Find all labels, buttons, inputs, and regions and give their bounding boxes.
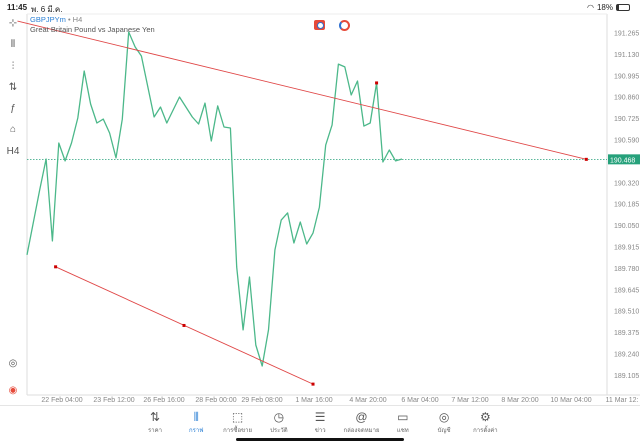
status-time: 11:45 [7, 3, 28, 12]
nav-quotes[interactable]: ⇅ ราคา [130, 409, 180, 435]
y-tick-label: 189.375 [614, 330, 639, 337]
y-tick-label: 189.510 [614, 309, 639, 316]
trendline-handle [54, 265, 58, 269]
settings-icon: ⚙ [480, 410, 491, 424]
y-tick-label: 190.185 [614, 202, 639, 209]
wifi-icon: ◠ [587, 3, 594, 12]
candlestick-icon[interactable]: ⫴ [10, 39, 16, 50]
bottom-nav: ⇅ ราคา ⫴ กราฟ ⬚ การซื้อขาย ◷ ประวัติ ☰ ข่าว @ กล่อง… [0, 405, 640, 447]
price-chart[interactable]: 191.265 191.130 190.995 190.860 190.725 190.5… [0, 0, 640, 405]
trade-icon: ⬚ [231, 410, 244, 424]
nav-label: บัญชี [437, 428, 451, 434]
status-date: พ. 6 มี.ค. [31, 5, 63, 14]
signal-icon[interactable] [339, 20, 350, 31]
x-tick-label: 23 Feb 12:00 [93, 397, 134, 404]
status-bar: 11:45 พ. 6 มี.ค. ◠ 18% [0, 0, 640, 14]
x-tick-label: 29 Feb 08:00 [241, 397, 282, 404]
y-tick-label: 189.105 [614, 373, 639, 380]
trendline-handle [182, 323, 186, 327]
nav-history[interactable]: ◷ ประวัติ [254, 409, 304, 435]
y-tick-label: 190.320 [614, 180, 639, 187]
indicators-icon[interactable]: ⫶ [11, 61, 15, 72]
nav-settings[interactable]: ⚙ การตั้งค่า [460, 409, 510, 435]
x-tick-label: 26 Feb 16:00 [143, 397, 184, 404]
x-tick-label: 22 Feb 04:00 [41, 397, 82, 404]
y-tick-label: 189.240 [614, 352, 639, 359]
trendline [17, 20, 587, 160]
symbol-info[interactable]: GBPJPYm • H4 Great Britain Pound vs Japa… [30, 15, 155, 35]
y-tick-label: 190.725 [614, 116, 639, 123]
home-indicator [236, 438, 404, 441]
left-toolbar: ⊹ ⫴ ⫶ ⇅ ƒ ⌂ H4 ◎ ◉ [0, 14, 27, 404]
price-line-series [26, 31, 403, 367]
app-logo-icon[interactable]: ◉ [8, 385, 18, 396]
x-tick-label: 6 Mar 04:00 [401, 397, 438, 404]
y-tick-label: 191.265 [614, 31, 639, 38]
y-tick-label: 189.780 [614, 266, 639, 273]
nav-label: ประวัติ [270, 428, 288, 434]
x-tick-label: 28 Feb 00:00 [195, 397, 236, 404]
battery-icon [616, 4, 630, 11]
nav-mailbox[interactable]: @ กล่องจดหมาย [337, 409, 387, 435]
x-tick-label: 7 Mar 12:00 [451, 397, 488, 404]
trendline-handle [584, 157, 588, 161]
nav-account[interactable]: ◎ บัญชี [419, 409, 469, 435]
x-tick-label: 4 Mar 20:00 [349, 397, 386, 404]
chart-zoom-icon[interactable]: ◎ [8, 358, 18, 369]
symbol-description: Great Britain Pound vs Japanese Yen [30, 25, 155, 34]
x-tick-label: 1 Mar 16:00 [295, 397, 332, 404]
nav-trade[interactable]: ⬚ การซื้อขาย [213, 409, 263, 435]
y-tick-label: 191.130 [614, 52, 639, 59]
y-tick-label: 190.590 [614, 138, 639, 145]
symbol-separator: • [67, 15, 71, 24]
y-tick-label: 189.645 [614, 287, 639, 294]
history-icon: ◷ [273, 410, 285, 424]
nav-label: ราคา [148, 428, 162, 434]
quotes-icon: ⇅ [149, 410, 161, 424]
timeframe-icon[interactable]: H4 [6, 146, 20, 157]
x-tick-label: 10 Mar 04:00 [550, 397, 591, 404]
nav-label: แชท [396, 428, 409, 434]
trendline-handle [375, 81, 379, 85]
chart-icon: ⫴ [193, 410, 199, 424]
y-tick-label: 190.860 [614, 95, 639, 102]
one-click-trading-icon[interactable] [314, 20, 325, 30]
mailbox-icon: @ [355, 410, 368, 424]
nav-label: กล่องจดหมาย [343, 428, 380, 434]
y-tick-label: 190.050 [614, 223, 639, 230]
trendline-handle [311, 382, 315, 386]
nav-chart[interactable]: ⫴ กราฟ [171, 409, 221, 435]
nav-news[interactable]: ☰ ข่าว [295, 409, 345, 435]
function-icon[interactable]: ƒ [10, 103, 16, 114]
crosshair-icon[interactable]: ⊹ [8, 18, 18, 29]
settings-sliders-icon[interactable]: ⇅ [8, 82, 18, 93]
news-icon: ☰ [314, 410, 326, 424]
shapes-icon[interactable]: ⌂ [9, 124, 17, 135]
nav-label: ข่าว [314, 428, 326, 434]
account-icon: ◎ [438, 410, 450, 424]
symbol-timeframe: H4 [72, 15, 83, 24]
current-price-label: 190.468 [610, 157, 635, 164]
battery-percent: 18% [596, 3, 613, 12]
y-tick-label: 189.915 [614, 245, 639, 252]
nav-label: การซื้อขาย [223, 428, 253, 434]
nav-chat[interactable]: ▭ แชท [378, 409, 428, 435]
chat-icon: ▭ [397, 410, 409, 424]
symbol-name[interactable]: GBPJPYm [30, 15, 66, 24]
nav-label: กราฟ [189, 428, 204, 434]
y-tick-label: 190.995 [614, 73, 639, 80]
x-tick-label: 8 Mar 20:00 [501, 397, 538, 404]
x-tick-label: 11 Mar 12: [606, 397, 639, 404]
current-price-badge [608, 154, 640, 165]
nav-label: การตั้งค่า [473, 428, 498, 434]
